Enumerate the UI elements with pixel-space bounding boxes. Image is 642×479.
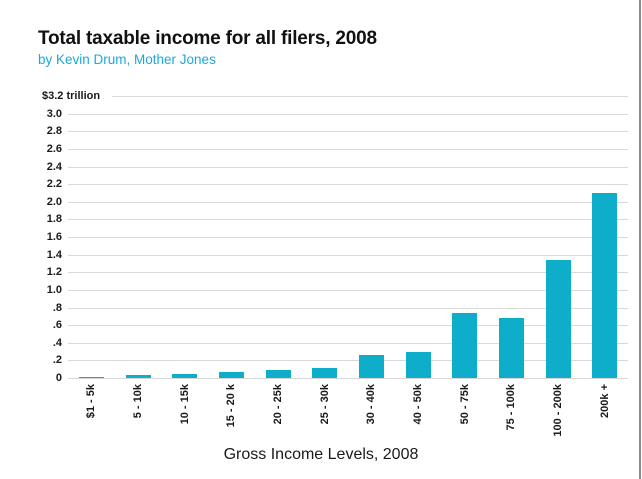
x-tick-label: 30 - 40k	[365, 384, 377, 425]
x-tick-label: 100 - 200k	[552, 384, 564, 437]
y-tick-label: 1.8	[46, 213, 62, 225]
y-tick-label: 2.0	[46, 196, 62, 208]
gridline	[68, 255, 628, 256]
x-tick-label: 50 - 75k	[459, 384, 471, 425]
y-tick-label: 2.4	[46, 161, 62, 173]
y-tick-label: 1.6	[46, 231, 62, 243]
x-tick-label: 10 - 15k	[179, 384, 191, 425]
x-tick-label: $1 - 5k	[85, 384, 97, 419]
y-tick-label: 1.2	[46, 266, 62, 278]
bar	[546, 260, 571, 378]
bar	[79, 377, 104, 378]
y-tick-label: .6	[52, 319, 62, 331]
bar	[126, 375, 151, 378]
bar	[266, 370, 291, 378]
gridline	[112, 96, 628, 97]
x-tick-label: 20 - 25k	[272, 384, 284, 425]
gridline	[68, 149, 628, 150]
y-tick-label: 2.8	[46, 125, 62, 137]
gridline	[68, 219, 628, 220]
x-tick-label: 15 - 20 k	[225, 384, 237, 428]
y-tick-label: 0	[55, 372, 62, 384]
x-tick-label: 40 - 50k	[412, 384, 424, 425]
chart-title: Total taxable income for all filers, 200…	[38, 28, 377, 49]
y-tick-label: 2.2	[46, 178, 62, 190]
gridline	[68, 360, 628, 361]
gridline	[68, 290, 628, 291]
gridline	[68, 184, 628, 185]
bar	[312, 368, 337, 378]
bar	[452, 313, 477, 378]
gridline	[68, 325, 628, 326]
gridline	[68, 272, 628, 273]
gridline	[68, 114, 628, 115]
y-tick-label: .2	[52, 354, 62, 366]
y-tick-label: 1.0	[46, 284, 62, 296]
gridline	[68, 167, 628, 168]
bar	[219, 372, 244, 378]
y-tick-label: 3.0	[46, 108, 62, 120]
y-tick-label: $3.2 trillion	[42, 90, 101, 102]
x-tick-label: 25 - 30k	[319, 384, 331, 425]
gridline	[68, 131, 628, 132]
gridline	[68, 308, 628, 309]
y-tick-label: .4	[52, 337, 62, 349]
bar	[592, 193, 617, 378]
y-tick-label: .8	[52, 302, 62, 314]
x-tick-label: 75 - 100k	[505, 384, 517, 431]
gridline	[68, 202, 628, 203]
gridline	[68, 343, 628, 344]
bar	[172, 374, 197, 378]
x-tick-label: 200k +	[599, 384, 611, 418]
gridline	[68, 237, 628, 238]
y-tick-label: 2.6	[46, 143, 62, 155]
plot-area: $3.2 trillion 3.0 2.8 2.6 2.4 2.2 2.0 1.8 1.6 1.4…	[0, 90, 642, 437]
right-edge-border	[639, 0, 641, 479]
bar	[359, 355, 384, 378]
bar	[406, 352, 431, 378]
bar	[499, 318, 524, 378]
gridline	[68, 378, 628, 379]
x-axis-title: Gross Income Levels, 2008	[223, 446, 419, 463]
chart-byline: by Kevin Drum, Mother Jones	[38, 52, 216, 67]
y-tick-label: 1.4	[46, 249, 62, 261]
x-tick-label: 5 - 10k	[132, 384, 144, 419]
